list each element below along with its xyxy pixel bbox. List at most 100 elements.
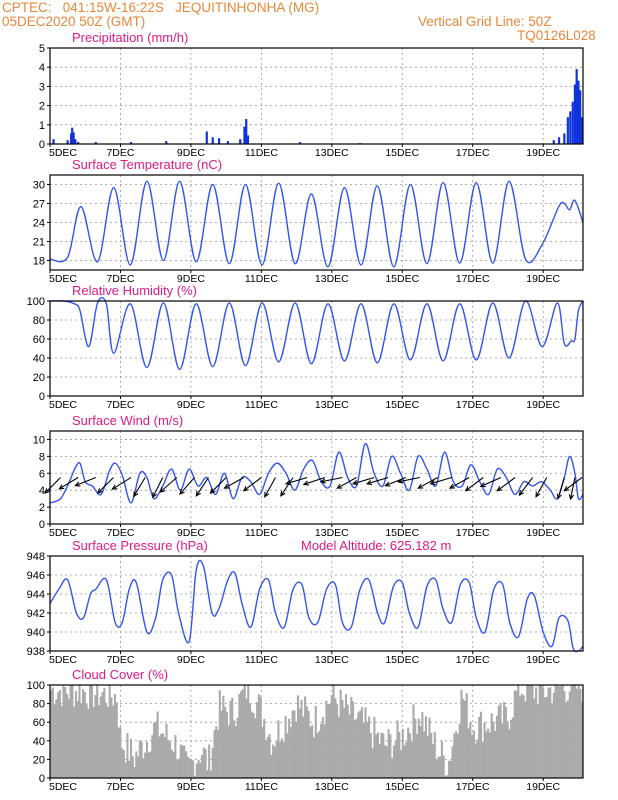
- cloud-bar: [280, 738, 284, 778]
- cloud-bar: [426, 736, 429, 778]
- y-tick-label: 948: [27, 551, 45, 563]
- cloud-bar: [357, 712, 360, 778]
- cloud-bar: [417, 718, 420, 778]
- precip-bar: [246, 135, 250, 144]
- x-tick-label: 13DEC: [315, 399, 349, 411]
- cloud-bar: [522, 695, 525, 778]
- arrow-shaft: [570, 477, 576, 500]
- panel-3: 0 20 40 60 80 100 5DEC 7DEC 9DEC 11DEC 13DEC 15DEC 1…: [27, 283, 584, 411]
- cloud-bar: [419, 725, 422, 778]
- wind-arrow: [568, 477, 576, 501]
- cloud-bar: [227, 725, 230, 778]
- precip-bar: [66, 140, 69, 144]
- arrow-shaft: [336, 477, 357, 489]
- cloud-bar: [201, 754, 204, 778]
- cloud-bar: [50, 690, 53, 778]
- precip-bar: [94, 142, 97, 144]
- y-tick-label: 100: [27, 296, 45, 308]
- precip-bar: [205, 131, 208, 144]
- cloud-bar: [163, 736, 166, 778]
- cloud-bar: [250, 711, 253, 778]
- x-tick-label: 11DEC: [245, 654, 278, 666]
- cloud-bar: [570, 685, 573, 778]
- cloud-bar: [559, 685, 562, 778]
- x-tick-label: 9DEC: [177, 399, 205, 411]
- precip-bar: [243, 126, 246, 144]
- panel-title: Precipitation (mm/h): [72, 30, 188, 45]
- cloud-bar: [517, 685, 520, 778]
- x-tick-label: 11DEC: [245, 527, 278, 539]
- x-tick-label: 9DEC: [177, 654, 205, 666]
- x-tick-label: 5DEC: [49, 399, 77, 411]
- precip-bar: [52, 139, 55, 144]
- cloud-bar: [263, 718, 266, 778]
- arrow-shaft: [133, 477, 146, 497]
- cloud-bar: [478, 716, 481, 778]
- cloud-bar: [362, 722, 365, 778]
- cloud-bar: [350, 696, 353, 778]
- x-tick-label: 5DEC: [49, 147, 77, 159]
- cloud-bar: [396, 720, 399, 778]
- cloud-bar: [511, 717, 515, 778]
- cloud-bar: [131, 756, 134, 778]
- cloud-bar: [314, 705, 317, 778]
- cloud-bar: [551, 703, 554, 778]
- arrow-head: [96, 488, 103, 494]
- cloud-bar: [471, 734, 474, 778]
- arrow-shaft: [264, 477, 276, 497]
- cloud-bar: [337, 716, 340, 778]
- cloud-bar: [328, 703, 332, 778]
- x-tick-label: 15DEC: [385, 399, 419, 411]
- cloud-bar: [296, 695, 300, 778]
- cloud-bar: [487, 728, 490, 778]
- cloud-bar: [574, 685, 577, 778]
- arrow-shaft: [398, 476, 421, 483]
- wind-arrow: [556, 477, 565, 500]
- arrow-shaft: [224, 477, 245, 489]
- x-tick-label: 7DEC: [106, 781, 134, 793]
- x-tick-label: 13DEC: [315, 654, 349, 666]
- wind-arrow: [264, 477, 276, 498]
- wind-arrow: [518, 477, 534, 497]
- x-tick-label: 19DEC: [526, 781, 560, 793]
- panel-frame: [49, 555, 584, 652]
- cloud-bar: [535, 687, 538, 778]
- arrow-head: [242, 486, 249, 492]
- cloud-bar: [325, 700, 328, 778]
- cloud-bar: [81, 689, 85, 778]
- wind-arrow: [417, 477, 438, 489]
- cloud-bar: [492, 721, 495, 778]
- arrow-head: [264, 491, 270, 498]
- cloud-bar: [185, 751, 188, 778]
- cloud-bar: [73, 706, 76, 778]
- cloud-bar: [89, 685, 92, 778]
- cloud-bar: [142, 758, 145, 778]
- cloud-bar: [348, 714, 351, 778]
- arrow-head: [429, 480, 436, 486]
- wind-arrow: [302, 476, 325, 486]
- arrow-head: [464, 486, 471, 492]
- cloud-bar: [154, 721, 157, 778]
- wind-arrow: [397, 476, 421, 484]
- wind-arrow: [111, 477, 132, 490]
- arrow-head: [384, 481, 391, 487]
- cloud-bar: [481, 741, 484, 778]
- cloud-bar: [439, 756, 442, 778]
- y-tick-label: 1: [39, 120, 45, 132]
- cloud-bar: [510, 719, 513, 778]
- cloud-bar: [128, 760, 131, 778]
- y-tick-label: 0: [39, 519, 45, 531]
- wind-arrow: [336, 477, 357, 489]
- cloud-bar: [275, 741, 278, 778]
- x-tick-label: 15DEC: [385, 147, 419, 159]
- cloud-bar: [133, 767, 136, 778]
- precip-bar: [571, 101, 574, 144]
- cloud-bar: [558, 686, 561, 778]
- cloud-bar: [65, 693, 69, 778]
- cloud-bar: [58, 689, 61, 778]
- cloud-bar: [327, 703, 330, 778]
- cloud-bar: [485, 731, 488, 778]
- cloud-bar: [341, 700, 344, 778]
- arrow-head: [133, 491, 139, 498]
- x-tick-label: 17DEC: [456, 147, 490, 159]
